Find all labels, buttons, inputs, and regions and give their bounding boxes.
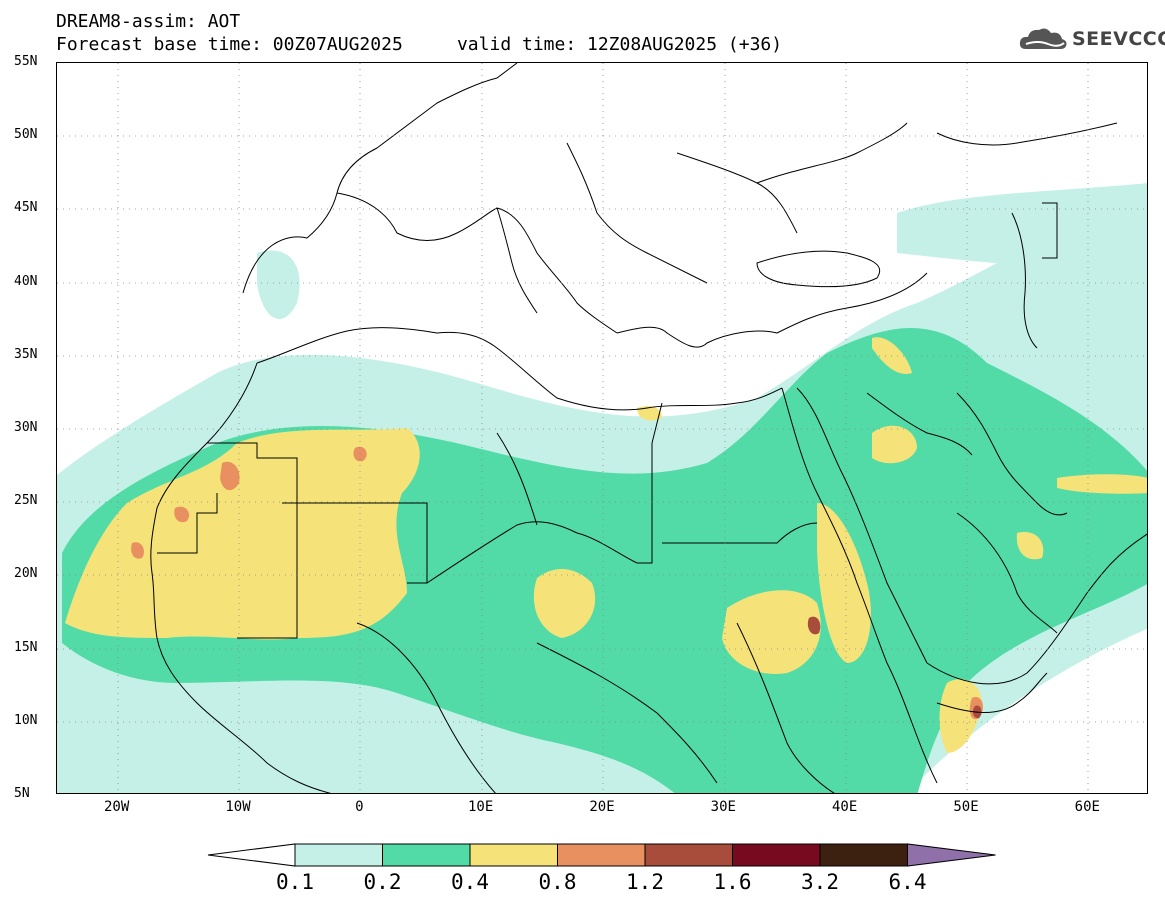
colorbar-high-arrow [907,843,996,867]
colorbar-tick-label: 0.4 [451,870,489,894]
map-panel [56,62,1148,794]
aot-map [57,63,1147,793]
lat-tick-label: 20N [14,566,38,582]
lon-tick-label: 40E [832,799,858,815]
colorbar-segment [294,843,383,867]
seevccc-logo: SEEVCCC [1018,24,1165,54]
colorbar-tick-label: 1.6 [713,870,752,894]
lat-tick-label: 5N [14,786,30,801]
colorbar-segment [732,843,821,867]
lat-tick-label: 10N [14,712,38,728]
lon-tick-label: 10W [225,799,251,815]
colorbar-segment [557,843,646,867]
lat-tick-label: 15N [14,639,38,655]
colorbar-segment [644,843,733,867]
colorbar-low-arrow [207,843,296,867]
map-title: DREAM8-assim: AOT [56,11,241,32]
lat-tick-label: 40N [14,273,38,289]
lon-tick-label: 20E [589,799,615,815]
cloud-icon [1019,28,1067,49]
lat-tick-label: 50N [14,127,38,143]
lon-tick-label: 30E [710,799,736,815]
colorbar-tick-label: 0.8 [538,870,577,894]
colorbar-segment [469,843,558,867]
lon-tick-label: 60E [1074,799,1100,815]
colorbar [207,843,996,867]
lat-tick-label: 55N [14,54,38,69]
colorbar-tick-label: 6.4 [888,870,927,894]
lon-tick-label: 0 [355,799,364,815]
lat-tick-label: 35N [14,346,38,362]
aot-shading [57,183,1147,793]
graticule [57,63,1147,793]
lat-tick-label: 45N [14,200,38,216]
colorbar-tick-label: 0.2 [363,870,402,894]
coastlines-and-borders [150,63,1147,793]
lon-tick-label: 10E [468,799,494,815]
colorbar-tick-label: 1.2 [626,870,664,894]
lat-tick-label: 30N [14,420,38,435]
logo-text: SEEVCCC [1072,28,1165,50]
lon-tick-label: 50E [953,799,979,815]
colorbar-segment [819,843,908,867]
colorbar-tick-label: 3.2 [801,870,839,894]
lon-tick-label: 20W [104,799,130,815]
colorbar-segment [382,843,471,867]
forecast-time-line: Forecast base time: 00Z07AUG2025 valid t… [56,34,783,55]
colorbar-tick-label: 0.1 [276,870,314,894]
lat-tick-label: 25N [14,493,38,509]
